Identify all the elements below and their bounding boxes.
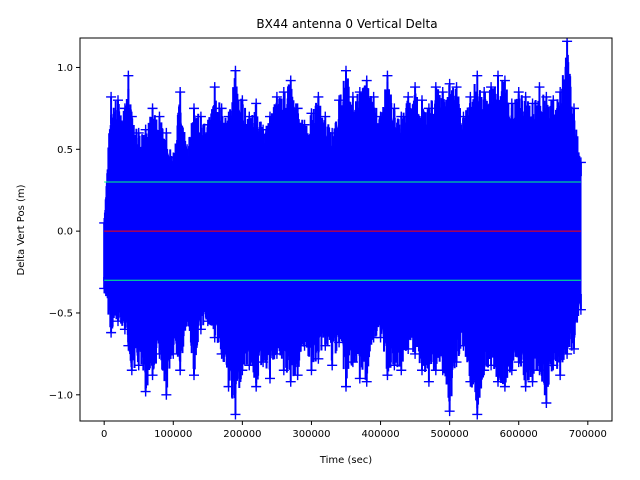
y-tick-label: 0.0 [57, 227, 73, 238]
x-tick-label: 100000 [154, 429, 192, 440]
y-axis: −1.0 −0.5 0.0 0.5 1.0 [49, 63, 80, 401]
y-tick-label: 1.0 [57, 63, 73, 74]
axes-frame [79, 37, 613, 422]
x-axis: 0 100000 200000 300000 400000 500000 600000 700… [101, 421, 607, 440]
x-tick-label: 700000 [569, 429, 607, 440]
chart-title: BX44 antenna 0 Vertical Delta [256, 17, 437, 31]
y-axis-label: Delta Vert Pos (m) [16, 184, 27, 275]
x-axis-label: Time (sec) [319, 455, 372, 466]
y-tick-label: −0.5 [49, 308, 73, 319]
data-series [99, 38, 586, 420]
x-tick-label: 500000 [431, 429, 469, 440]
x-tick-label: 200000 [223, 429, 261, 440]
x-tick-label: 300000 [292, 429, 330, 440]
plot-area [99, 38, 586, 420]
x-tick-label: 400000 [361, 429, 399, 440]
y-tick-label: 0.5 [57, 145, 73, 156]
x-tick-label: 0 [101, 429, 107, 440]
x-tick-label: 600000 [500, 429, 538, 440]
y-tick-label: −1.0 [49, 390, 73, 401]
